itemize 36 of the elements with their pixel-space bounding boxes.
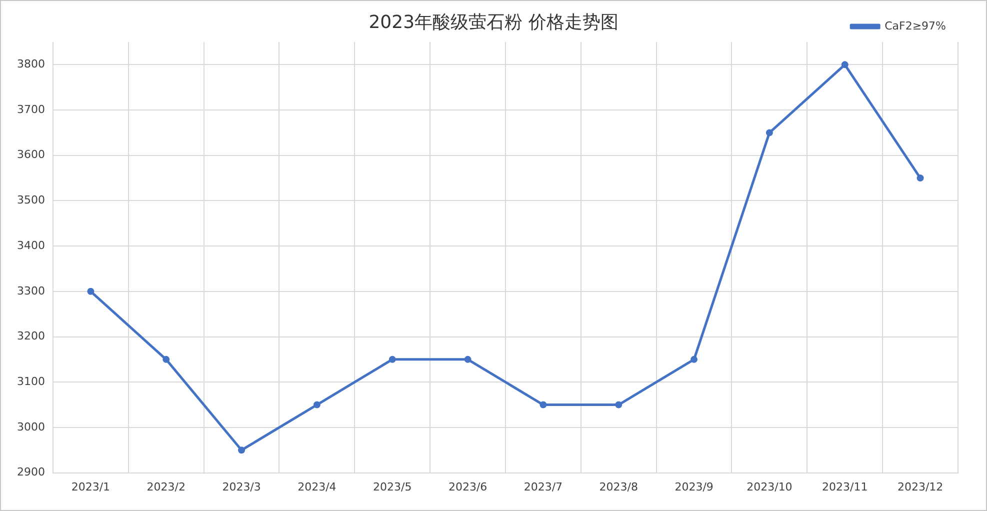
y-tick-label: 3000 bbox=[16, 420, 45, 434]
y-tick-label: 3100 bbox=[16, 374, 45, 388]
x-tick-label: 2023/12 bbox=[897, 480, 944, 494]
point bbox=[540, 401, 547, 408]
point bbox=[841, 61, 848, 68]
point bbox=[87, 288, 94, 295]
y-tick-label: 3300 bbox=[16, 284, 45, 298]
point bbox=[464, 356, 472, 363]
y-tick-label: 3600 bbox=[16, 148, 45, 162]
x-tick-label: 2023/8 bbox=[599, 480, 638, 494]
y-tick-label: 2900 bbox=[16, 466, 45, 479]
point bbox=[162, 356, 170, 363]
x-tick-label: 2023/4 bbox=[298, 480, 336, 494]
point bbox=[615, 401, 622, 408]
y-tick-label: 3500 bbox=[16, 194, 45, 207]
x-tick-label: 2023/2 bbox=[146, 480, 186, 494]
x-tick-label: 2023/3 bbox=[222, 480, 261, 494]
point bbox=[238, 446, 246, 454]
point bbox=[313, 401, 320, 408]
legend-label: CaF2≥97% bbox=[884, 19, 946, 32]
point bbox=[916, 174, 924, 182]
x-tick-label: 2023/6 bbox=[448, 480, 488, 494]
y-tick-label: 3800 bbox=[16, 58, 45, 71]
point bbox=[766, 129, 773, 136]
x-tick-label: 2023/10 bbox=[746, 480, 792, 494]
point bbox=[690, 356, 698, 363]
point bbox=[388, 356, 396, 363]
x-tick-label: 2023/5 bbox=[373, 480, 412, 494]
y-tick-label: 3400 bbox=[16, 238, 45, 252]
y-tick-label: 3200 bbox=[16, 330, 45, 343]
y-tick-label: 3700 bbox=[16, 102, 45, 116]
x-tick-label: 2023/9 bbox=[674, 480, 714, 494]
x-tick-label: 2023/7 bbox=[524, 480, 563, 494]
chart-title: 2023年酸级萤石粉 价格走势图 bbox=[368, 12, 618, 33]
x-tick-label: 2023/11 bbox=[822, 480, 868, 494]
x-tick-label: 2023/1 bbox=[71, 480, 110, 494]
